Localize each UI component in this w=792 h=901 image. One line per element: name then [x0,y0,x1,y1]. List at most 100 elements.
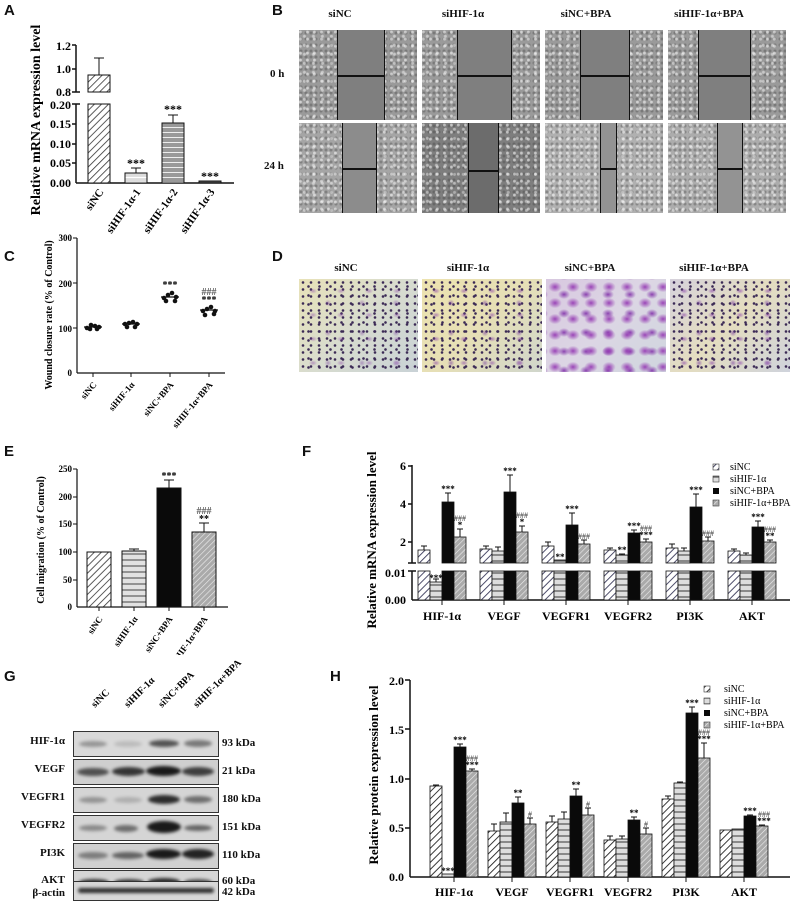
kda-label: 151 kDa [222,821,261,833]
svg-text:0: 0 [68,368,73,378]
svg-text:***: *** [441,866,455,876]
kda-label: 21 kDa [222,765,256,777]
svg-text:***: *** [429,573,443,583]
blot-row-vegfr1 [73,787,219,813]
svg-text:###: ### [466,754,478,763]
svg-text:0.0: 0.0 [389,870,404,884]
wound-image [422,30,540,120]
panel-label-g: G [4,668,16,685]
svg-text:siHIF-1α: siHIF-1α [730,474,767,485]
svg-text:siNC: siNC [79,380,99,401]
svg-text:siNC: siNC [730,462,751,473]
svg-text:***: *** [639,530,653,540]
svg-text:0.5: 0.5 [389,821,404,835]
svg-text:0.10: 0.10 [50,137,71,151]
blot-label-pi3k: PI3K [39,847,65,859]
wound-image [668,30,786,120]
blot-label-vegfr1: VEGFR1 [21,791,65,803]
blot-label-vegfr2: VEGFR2 [21,819,65,831]
wound-image [545,30,663,120]
blot-label-bactin: β-actin [32,887,65,899]
svg-text:***: *** [441,484,455,494]
kda-label: 93 kDa [222,737,256,749]
svg-text:***: *** [565,504,579,514]
col-title-sinc: siNC [328,8,352,20]
col-title-sinc-bpa: siNC+BPA [560,8,612,20]
col-title-sihif-bpa: siHIF-1α+BPA [679,262,749,274]
svg-text:*: * [520,517,525,527]
svg-text:***: *** [202,295,217,306]
transwell-image [546,279,666,372]
blot-row-bactin [73,881,219,901]
svg-text:siHIF-1α: siHIF-1α [112,614,140,648]
svg-text:***: *** [757,816,771,826]
svg-text:###: ### [454,514,466,523]
panel-label-a: A [4,2,15,19]
svg-text:HIF-1α: HIF-1α [435,885,473,899]
svg-text:siHIF-1α+BPA: siHIF-1α+BPA [191,660,244,710]
svg-text:VEGFR1: VEGFR1 [542,609,590,623]
blot-label-vegf: VEGF [34,763,65,775]
wound-healing-grid: siNC siHIF-1α siNC+BPA siHIF-1α+BPA 0 h … [264,0,792,215]
transwell-image [422,279,542,372]
svg-text:HIF-1α: HIF-1α [423,609,461,623]
panel-label-h: H [330,668,341,685]
svg-text:***: *** [697,734,711,744]
col-title-sihif: siHIF-1α [446,262,490,274]
svg-text:***: *** [751,512,765,522]
svg-text:***: *** [689,485,703,495]
svg-text:0.05: 0.05 [50,156,71,170]
svg-text:100: 100 [59,324,73,334]
svg-text:###: ### [640,524,652,533]
svg-text:**: ** [630,808,640,818]
svg-text:###: ### [764,525,776,534]
transwell-image [670,279,790,372]
svg-text:###: ### [202,287,217,298]
svg-text:###: ### [197,506,212,517]
svg-text:siHIF-1α+BPA: siHIF-1α+BPA [724,720,785,731]
svg-text:PI3K: PI3K [672,885,700,899]
col-title-sihif: siHIF-1α [441,8,485,20]
svg-text:**: ** [514,788,524,798]
svg-text:#: # [586,800,590,809]
svg-text:###: ### [702,529,714,538]
wound-image [545,123,663,213]
wound-image [668,123,786,213]
row-label-0h: 0 h [270,68,285,80]
svg-text:siHIF-1α: siHIF-1α [107,380,137,413]
svg-text:VEGFR2: VEGFR2 [604,609,652,623]
svg-text:VEGFR1: VEGFR1 [546,885,594,899]
svg-text:###: ### [758,810,770,819]
chart-a-ylabel: Relative mRNA expression level [29,25,44,216]
svg-text:#: # [528,810,532,819]
chart-f-legend: siNC siHIF-1α siNC+BPA siHIF-1α+BPA [712,462,791,509]
svg-text:VEGFR2: VEGFR2 [604,885,652,899]
svg-text:**: ** [572,780,582,790]
svg-text:siNC+BPA: siNC+BPA [730,486,776,497]
svg-text:###: ### [516,511,528,520]
svg-text:siHIF-1α+BPA: siHIF-1α+BPA [730,498,791,509]
svg-text:AKT: AKT [731,885,757,899]
transwell-image [299,279,418,372]
kda-label: 110 kDa [222,849,261,861]
svg-text:150: 150 [59,519,73,529]
svg-text:1.0: 1.0 [56,62,71,76]
svg-text:0.20: 0.20 [50,98,71,112]
svg-text:***: *** [465,760,479,770]
chart-f: Relative mRNA expression level 6 4 2 0.0… [364,451,791,628]
col-title-sinc: siNC [334,262,358,274]
chart-h-legend: siNC siHIF-1α siNC+BPA siHIF-1α+BPA [703,684,785,731]
blot-row-vegf [73,759,219,785]
svg-text:siNC: siNC [83,187,106,213]
svg-text:#: # [644,820,648,829]
svg-text:***: *** [162,471,177,482]
svg-text:***: *** [201,169,219,183]
svg-text:###: ### [698,728,710,737]
western-blot: siNC siHIF-1α siNC+BPA siHIF-1α+BPA HIF-… [0,660,300,900]
chart-e-ylabel: Cell migration (% of Control) [36,476,47,604]
svg-text:AKT: AKT [739,609,765,623]
svg-text:0.8: 0.8 [56,85,71,99]
svg-text:***: *** [503,466,517,476]
svg-text:siNC+BPA: siNC+BPA [143,614,175,654]
blot-row-vegfr2 [73,815,219,841]
